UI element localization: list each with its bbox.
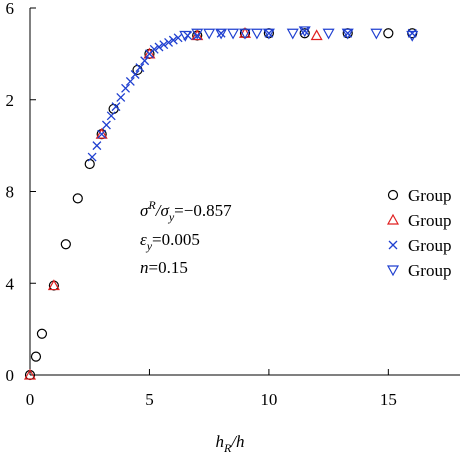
annotation: σR/σy=−0.857 — [140, 198, 232, 224]
point — [60, 239, 71, 250]
point — [250, 28, 263, 40]
y-tick-label: 2 — [6, 91, 15, 110]
annotation-part: y — [146, 239, 153, 253]
point — [203, 28, 216, 40]
legend-marker — [388, 240, 398, 250]
point — [286, 28, 299, 40]
legend-marker — [387, 189, 399, 201]
point — [341, 28, 354, 40]
x-tick-label: 5 — [145, 390, 154, 409]
point — [130, 70, 140, 79]
point — [125, 76, 135, 86]
y-tick-label: 0 — [6, 366, 15, 385]
point — [383, 28, 394, 39]
point — [168, 35, 178, 45]
y-tick-label: 8 — [6, 183, 15, 202]
point — [111, 102, 121, 112]
annotation-part: R — [147, 198, 156, 212]
annotation-part: =−0.857 — [174, 201, 232, 220]
point — [47, 279, 60, 291]
point — [216, 28, 226, 38]
point — [72, 193, 83, 204]
point — [95, 127, 108, 139]
point — [179, 30, 192, 42]
point — [310, 29, 323, 41]
point — [238, 28, 252, 40]
point — [215, 28, 228, 40]
point — [116, 92, 126, 102]
point — [343, 28, 353, 38]
point — [227, 28, 240, 40]
point — [30, 351, 42, 362]
point — [322, 28, 335, 40]
point — [23, 368, 37, 380]
annotation: εy=0.005 — [140, 230, 200, 253]
point — [262, 28, 275, 40]
x-tick-label: 10 — [260, 390, 277, 409]
point — [264, 28, 274, 38]
point — [159, 40, 169, 50]
point — [298, 26, 311, 38]
point — [92, 141, 102, 151]
legend-marker — [386, 213, 400, 225]
point — [135, 63, 145, 73]
legend-label: Group — [408, 211, 451, 230]
point — [154, 42, 164, 52]
legend-label: Group — [408, 261, 451, 280]
point — [164, 37, 174, 47]
annotation: n=0.15 — [140, 258, 188, 277]
point — [84, 158, 95, 170]
point — [143, 47, 156, 59]
annotation-part: =0.15 — [149, 258, 188, 277]
y-tick-label: 6 — [6, 0, 15, 18]
annotation-part: σ — [140, 201, 149, 220]
annotation-part: ε — [140, 230, 147, 249]
point — [191, 29, 204, 41]
point — [97, 129, 107, 139]
point — [173, 33, 183, 43]
x-axis-label: hR/h — [215, 432, 244, 455]
legend-marker — [386, 265, 400, 277]
annotation-part: =0.005 — [152, 230, 200, 249]
x-tick-label: 0 — [26, 390, 35, 409]
point — [101, 120, 111, 130]
point — [370, 28, 383, 40]
point — [87, 152, 97, 162]
point — [106, 111, 116, 121]
label-part: /h — [230, 432, 244, 451]
y-tick-label: 4 — [6, 274, 15, 293]
point — [121, 83, 131, 93]
annotation-part: /σ — [155, 201, 170, 220]
point — [299, 28, 310, 39]
point — [36, 328, 48, 339]
label-part: h — [215, 432, 224, 451]
x-tick-label: 15 — [380, 390, 397, 409]
label-part: R — [223, 441, 232, 455]
annotation-part: n — [140, 258, 149, 277]
point — [149, 44, 159, 54]
point — [140, 56, 150, 66]
point — [300, 26, 310, 36]
point — [191, 28, 204, 40]
legend-label: Group — [408, 236, 451, 255]
point — [406, 30, 419, 42]
legend-label: Group — [408, 186, 451, 205]
annotation-part: y — [168, 210, 175, 224]
